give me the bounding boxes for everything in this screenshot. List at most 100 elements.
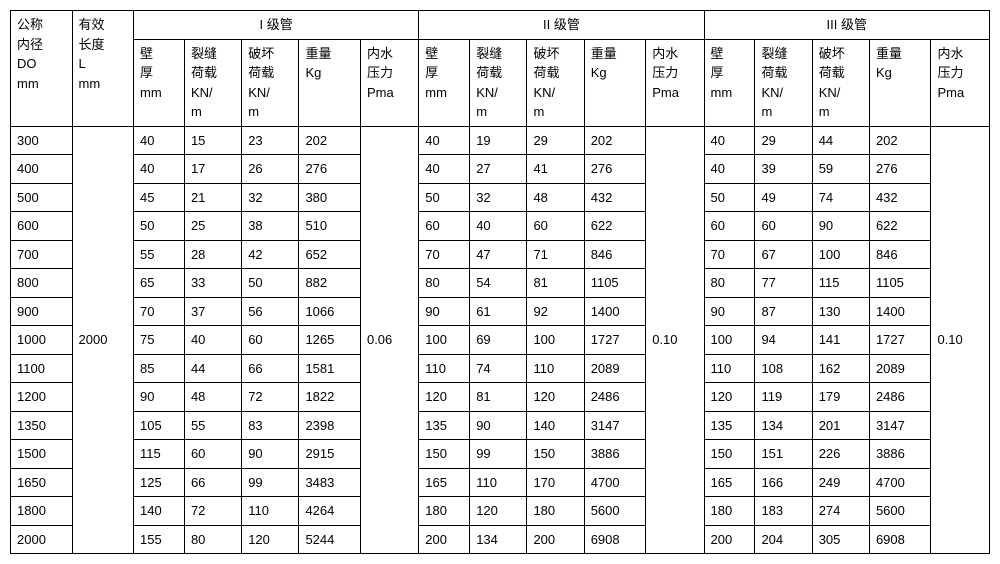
cell-do: 1800 [11, 497, 73, 526]
cell-g1-2: 23 [242, 126, 299, 155]
cell-g1-0: 90 [134, 383, 185, 412]
header-g3-bihou: 壁 厚 mm [704, 39, 755, 126]
cell-g1-pressure: 0.06 [360, 126, 418, 554]
cell-g3-3: 6908 [869, 525, 931, 554]
cell-g1-2: 110 [242, 497, 299, 526]
cell-g1-3: 2915 [299, 440, 361, 469]
cell-g1-0: 140 [134, 497, 185, 526]
cell-g1-3: 882 [299, 269, 361, 298]
table-row: 2000155801205244200134200690820020430569… [11, 525, 990, 554]
cell-g1-0: 75 [134, 326, 185, 355]
cell-g2-3: 3886 [584, 440, 646, 469]
cell-g2-0: 90 [419, 297, 470, 326]
header-g1-pohuai: 破坏 荷载 KN/ m [242, 39, 299, 126]
cell-g3-0: 40 [704, 126, 755, 155]
cell-g1-2: 90 [242, 440, 299, 469]
header-group-2: II 级管 [419, 11, 704, 40]
cell-g1-1: 25 [184, 212, 241, 241]
cell-g2-0: 120 [419, 383, 470, 412]
cell-g1-3: 652 [299, 240, 361, 269]
cell-do: 900 [11, 297, 73, 326]
header-row-2: 壁 厚 mm 裂缝 荷载 KN/ m 破坏 荷载 KN/ m 重量 Kg 内水 [11, 39, 990, 126]
cell-g3-1: 151 [755, 440, 812, 469]
cell-g1-1: 72 [184, 497, 241, 526]
cell-g3-0: 135 [704, 411, 755, 440]
cell-g3-1: 94 [755, 326, 812, 355]
cell-g3-2: 90 [812, 212, 869, 241]
cell-g3-0: 200 [704, 525, 755, 554]
cell-g3-2: 162 [812, 354, 869, 383]
table-row: 110085446615811107411020891101081622089 [11, 354, 990, 383]
cell-g2-2: 29 [527, 126, 584, 155]
cell-g3-2: 249 [812, 468, 869, 497]
cell-g3-3: 202 [869, 126, 931, 155]
cell-g2-0: 180 [419, 497, 470, 526]
header-g1-bihou: 壁 厚 mm [134, 39, 185, 126]
cell-g1-3: 1581 [299, 354, 361, 383]
cell-g3-1: 39 [755, 155, 812, 184]
cell-g1-1: 15 [184, 126, 241, 155]
cell-g2-1: 32 [470, 183, 527, 212]
cell-g3-2: 130 [812, 297, 869, 326]
cell-g2-0: 80 [419, 269, 470, 298]
cell-g1-1: 28 [184, 240, 241, 269]
cell-g3-3: 2486 [869, 383, 931, 412]
cell-g2-3: 2486 [584, 383, 646, 412]
table-body: 30020004015232020.064019292020.104029442… [11, 126, 990, 554]
cell-do: 1500 [11, 440, 73, 469]
cell-g2-1: 134 [470, 525, 527, 554]
cell-g2-1: 47 [470, 240, 527, 269]
cell-g2-0: 50 [419, 183, 470, 212]
cell-g1-3: 1066 [299, 297, 361, 326]
cell-g3-2: 115 [812, 269, 869, 298]
cell-g1-1: 55 [184, 411, 241, 440]
cell-g3-3: 3147 [869, 411, 931, 440]
cell-g3-0: 100 [704, 326, 755, 355]
cell-do: 1100 [11, 354, 73, 383]
cell-do: 2000 [11, 525, 73, 554]
cell-g3-0: 120 [704, 383, 755, 412]
cell-g1-0: 70 [134, 297, 185, 326]
cell-g2-2: 81 [527, 269, 584, 298]
cell-g2-0: 40 [419, 155, 470, 184]
cell-g3-1: 183 [755, 497, 812, 526]
cell-g1-3: 3483 [299, 468, 361, 497]
cell-g1-0: 115 [134, 440, 185, 469]
cell-g1-1: 17 [184, 155, 241, 184]
cell-g2-pressure: 0.10 [646, 126, 704, 554]
cell-g3-0: 90 [704, 297, 755, 326]
header-g3-zhongliang: 重量 Kg [869, 39, 931, 126]
table-row: 600502538510604060622606090622 [11, 212, 990, 241]
cell-g2-3: 846 [584, 240, 646, 269]
cell-g3-3: 276 [869, 155, 931, 184]
cell-g3-0: 40 [704, 155, 755, 184]
cell-do: 1200 [11, 383, 73, 412]
cell-g3-3: 4700 [869, 468, 931, 497]
cell-g2-0: 200 [419, 525, 470, 554]
cell-g2-1: 110 [470, 468, 527, 497]
cell-g2-3: 202 [584, 126, 646, 155]
cell-g1-3: 1822 [299, 383, 361, 412]
cell-g2-3: 3147 [584, 411, 646, 440]
cell-effective-length: 2000 [72, 126, 134, 554]
cell-g3-2: 100 [812, 240, 869, 269]
cell-g2-0: 165 [419, 468, 470, 497]
cell-do: 1000 [11, 326, 73, 355]
cell-g2-0: 110 [419, 354, 470, 383]
cell-g3-3: 622 [869, 212, 931, 241]
header-g2-neishui: 内水 压力 Pma [646, 39, 704, 126]
cell-g1-3: 202 [299, 126, 361, 155]
cell-g2-1: 90 [470, 411, 527, 440]
cell-g1-1: 48 [184, 383, 241, 412]
cell-g1-2: 32 [242, 183, 299, 212]
cell-g1-2: 56 [242, 297, 299, 326]
cell-g2-1: 120 [470, 497, 527, 526]
cell-g1-0: 65 [134, 269, 185, 298]
cell-g2-1: 40 [470, 212, 527, 241]
cell-g2-1: 81 [470, 383, 527, 412]
cell-g3-0: 80 [704, 269, 755, 298]
cell-g3-2: 59 [812, 155, 869, 184]
cell-g2-1: 19 [470, 126, 527, 155]
cell-g1-1: 40 [184, 326, 241, 355]
cell-g1-0: 40 [134, 126, 185, 155]
